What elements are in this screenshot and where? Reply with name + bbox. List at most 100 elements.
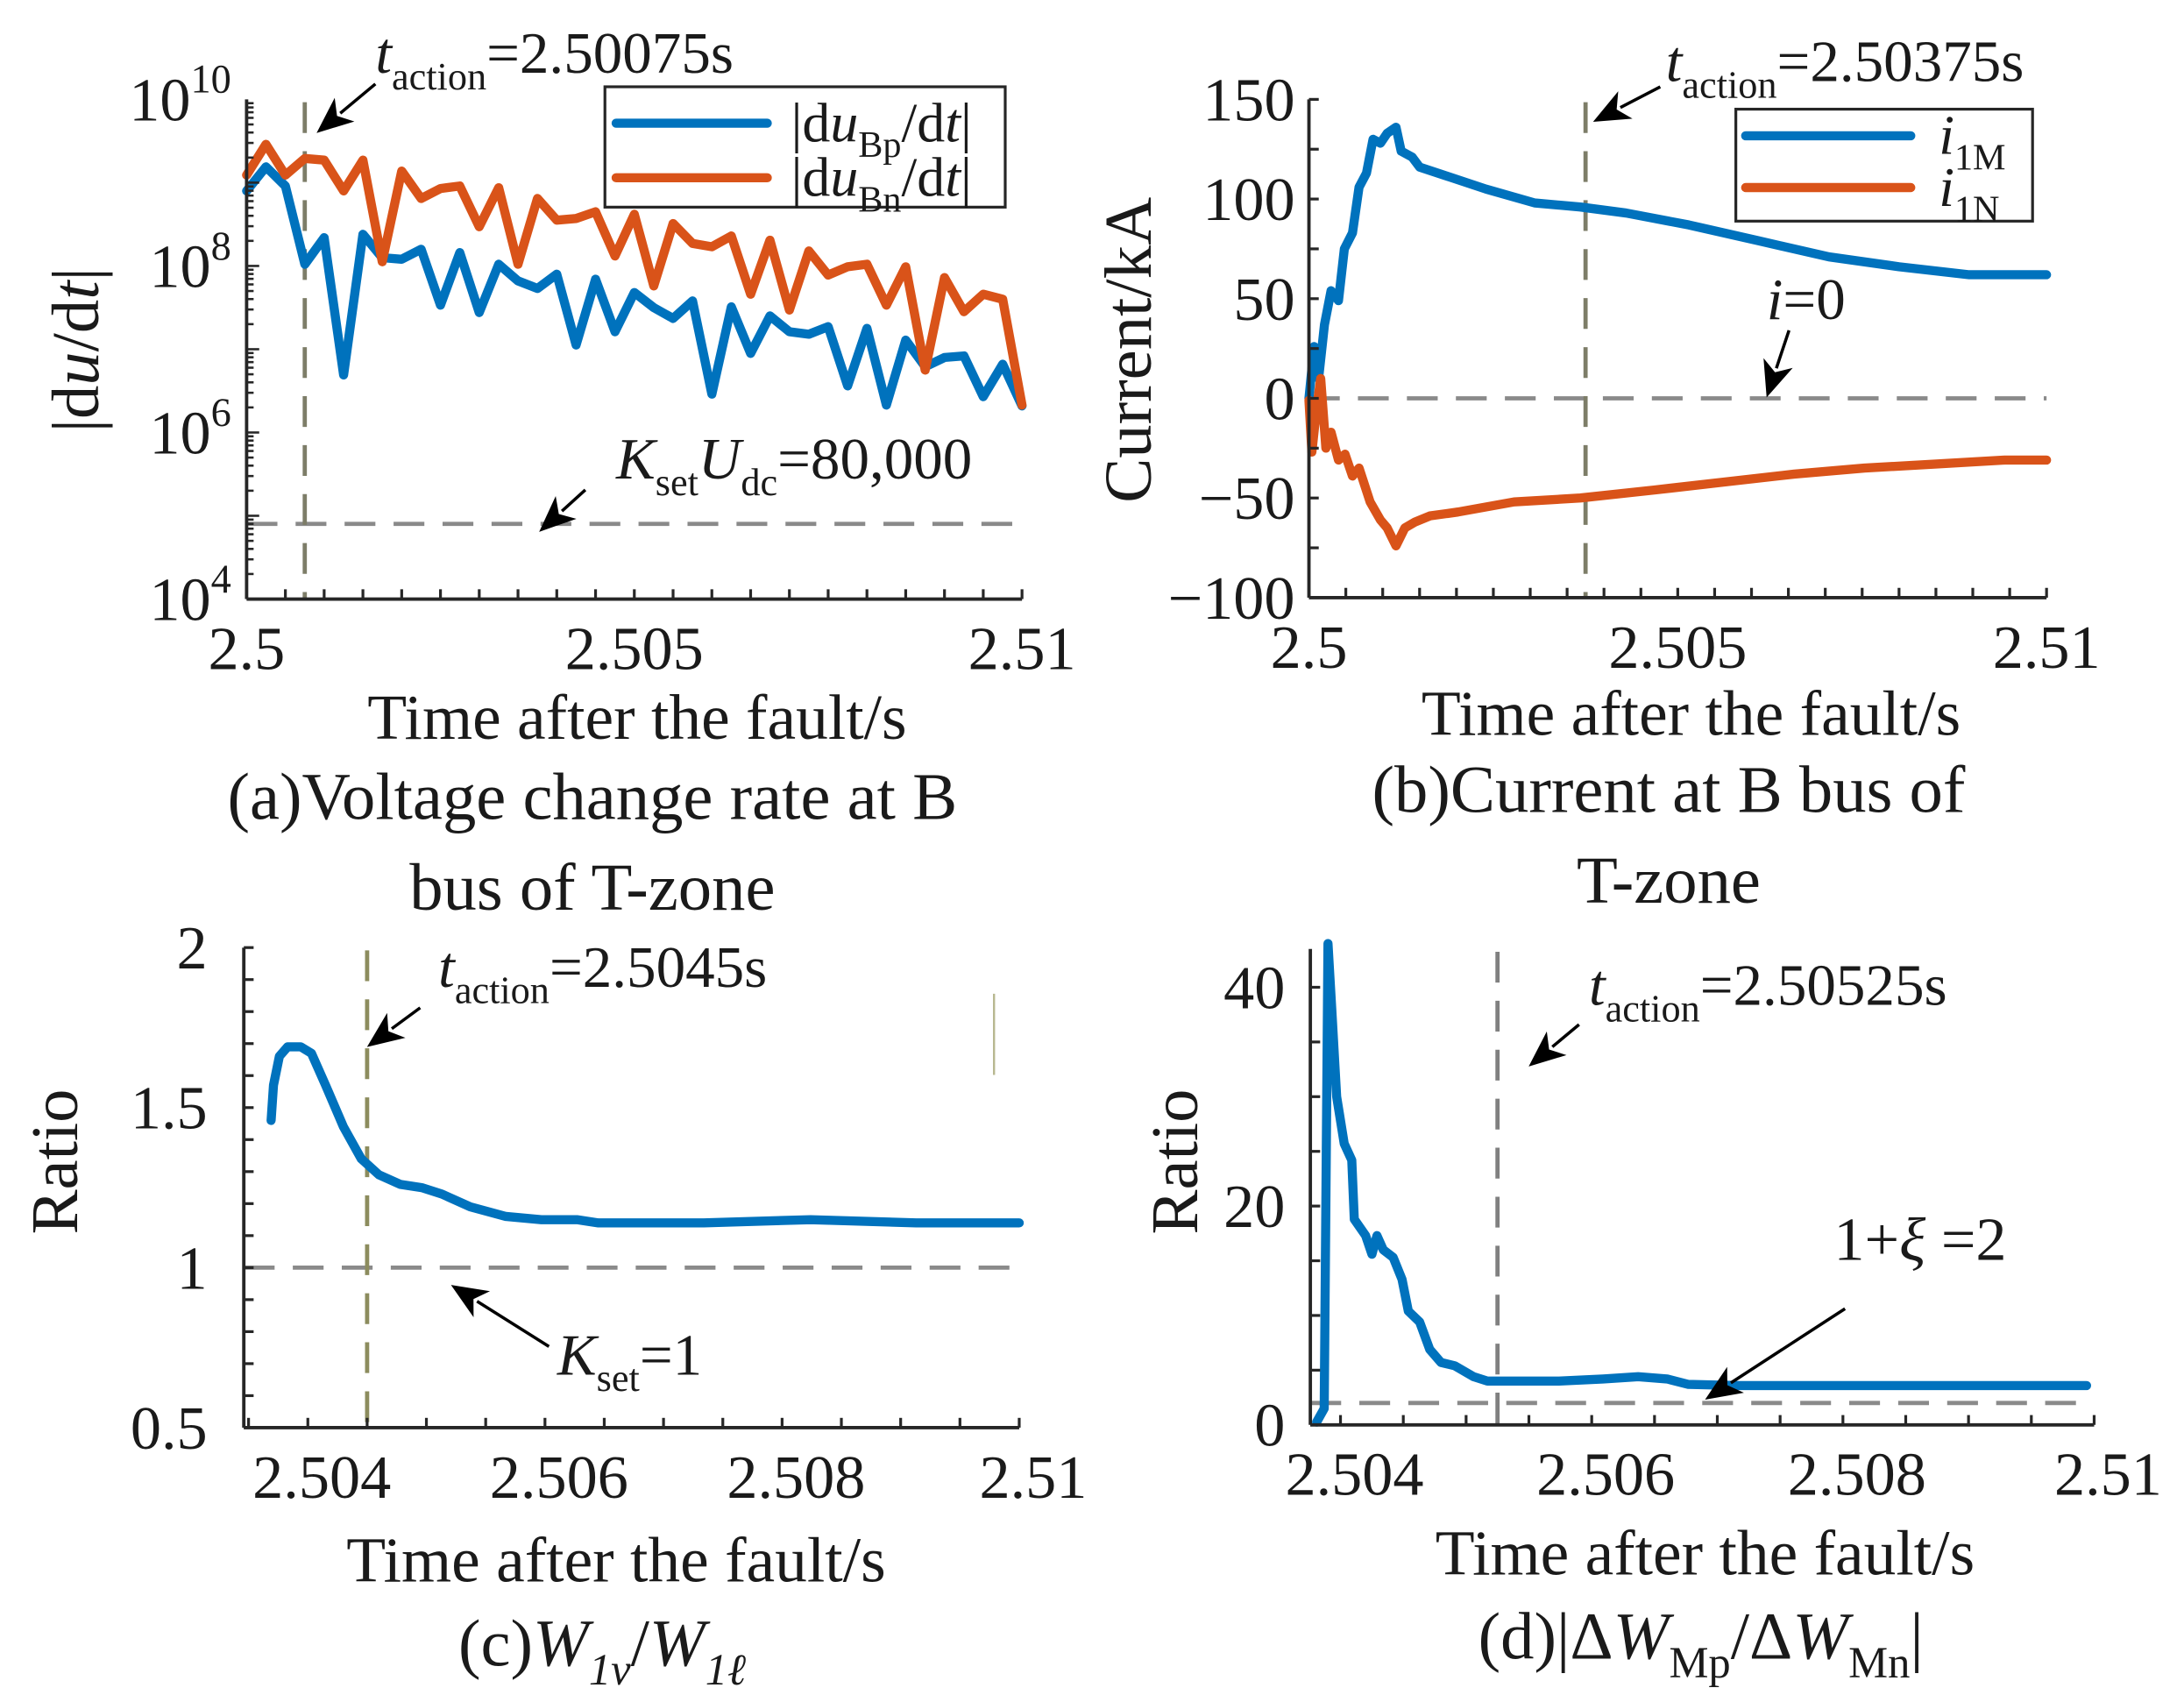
legend-label-part: u — [830, 146, 858, 209]
annotation-arrow-icon — [1763, 330, 1793, 398]
y-axis-label-part: Ratio — [1138, 1089, 1212, 1235]
annotation-label: i=0 — [1767, 266, 1846, 332]
y-tick-label-part: 1 — [177, 1234, 208, 1302]
x-tick-label: 2.506 — [490, 1443, 628, 1512]
series-line-0 — [1312, 939, 2092, 1427]
x-tick-label: 2.51 — [968, 614, 1076, 683]
annotation-label-part: K — [615, 426, 658, 492]
annotation-label-part: set — [597, 1357, 641, 1400]
y-tick-label-part: 0.5 — [131, 1394, 208, 1463]
x-tick-label: 2.5 — [1271, 613, 1348, 682]
y-axis-label: Ratio — [1138, 1089, 1212, 1235]
x-tick-label: 2.508 — [727, 1443, 865, 1512]
panel-caption: (b)Current at B bus of — [1372, 752, 1966, 826]
annotation-label-part: =0 — [1783, 266, 1845, 332]
y-tick-label-part: 4 — [211, 557, 231, 602]
y-tick-label: 20 — [1223, 1173, 1285, 1241]
y-tick-label: 104 — [149, 557, 230, 635]
y-tick-label-part: 8 — [211, 224, 231, 269]
y-tick-label-part: 100 — [1202, 166, 1294, 234]
legend-label-part: u — [830, 91, 858, 153]
legend-label-part: t — [945, 91, 962, 153]
annotation-label: 1+ξ =2 — [1833, 1205, 2006, 1273]
x-tick-label: 2.51 — [2054, 1441, 2162, 1509]
panel-caption-part: W — [533, 1606, 594, 1680]
arrow-shaft — [560, 488, 587, 513]
legend-label-part: Bn — [858, 179, 901, 220]
panel-caption-part: (d)|Δ — [1478, 1599, 1613, 1673]
legend-label: |duBp/dt| — [791, 91, 972, 166]
panel-d-delta-energy-ratio: 2.504 2.506 2.508 2.51 0 20 40 Time after the f… — [1138, 939, 2162, 1687]
y-tick-label: −100 — [1168, 564, 1295, 633]
annotation-arrow-icon — [450, 1285, 550, 1348]
series-line-1 — [242, 139, 1027, 410]
legend-label-part: i — [1939, 156, 1954, 218]
annotation-label: taction=2.50525s — [1589, 953, 1947, 1031]
arrow-head-icon — [316, 97, 355, 133]
y-tick-label-part: 10 — [149, 565, 210, 634]
series-line-1 — [1304, 373, 2052, 551]
panel-c-energy-ratio: 2.504 2.506 2.508 2.51 0.5 1 1.5 2 Time after th… — [18, 914, 1087, 1694]
legend-label: i1N — [1939, 156, 1999, 230]
y-tick-label-part: 1.5 — [131, 1074, 208, 1143]
panel-caption-part: Mn — [1848, 1638, 1910, 1687]
annotation-label: KsetUdc=80,000 — [615, 426, 972, 504]
annotation-label-part: ξ — [1899, 1205, 1926, 1273]
annotation-arrow-icon — [316, 82, 377, 133]
annotation-label-part: t — [438, 934, 456, 1000]
annotation-label-part: =2.50375s — [1777, 29, 2024, 95]
x-tick-label: 2.505 — [1608, 613, 1747, 682]
annotation-label-part: =80,000 — [777, 426, 972, 492]
y-tick-label: 0 — [1254, 1392, 1285, 1460]
y-tick-label: 0 — [1264, 365, 1294, 433]
annotation-arrow-icon — [1705, 1307, 1847, 1401]
annotation-label-part: =1 — [640, 1322, 702, 1387]
panel-caption: (c)W1v/W1ℓ — [458, 1606, 746, 1693]
legend-label-part: | — [961, 91, 972, 153]
series-line-0 — [266, 1042, 1025, 1228]
arrow-head-icon — [1528, 1031, 1567, 1067]
y-tick-label: 108 — [149, 224, 230, 301]
arrow-head-icon — [1705, 1366, 1744, 1401]
y-tick-label: 1 — [177, 1234, 208, 1302]
legend-label-part: Bp — [858, 124, 901, 166]
y-axis-label-part: t — [39, 280, 113, 300]
panel-caption: (d)|ΔWMp/ΔWMn| — [1478, 1599, 1924, 1686]
y-tick-label: 106 — [149, 391, 230, 468]
panel-caption: T-zone — [1577, 843, 1761, 918]
arrow-shaft — [339, 82, 377, 115]
annotation-label-part: action — [1682, 63, 1776, 106]
annotation-arrow-icon — [539, 488, 587, 532]
panel-caption: bus of T-zone — [409, 850, 775, 925]
legend-label-part: |d — [791, 146, 831, 209]
y-tick-label: 2 — [177, 914, 208, 982]
panel-caption-part: Mp — [1669, 1638, 1730, 1687]
annotation-label: taction=2.50075s — [375, 20, 734, 98]
panel-caption-part: /Δ — [1731, 1599, 1793, 1673]
panel-caption-part: (b)Current at B bus of — [1372, 752, 1966, 826]
y-tick-label: 50 — [1233, 266, 1294, 334]
annotation-label-part: U — [698, 426, 745, 492]
x-tick-label: 2.508 — [1788, 1441, 1926, 1509]
y-tick-label: 1.5 — [131, 1074, 208, 1143]
y-tick-label-part: 10 — [149, 399, 210, 467]
annotation-arrow-icon — [1528, 1023, 1580, 1067]
annotation-arrow-icon — [366, 1006, 422, 1047]
y-axis-label: Ratio — [18, 1089, 92, 1235]
legend-label-part: t — [945, 146, 962, 209]
annotation-label-part: set — [656, 461, 699, 504]
annotation-label-part: action — [455, 969, 550, 1012]
panel-caption-part: W — [649, 1606, 711, 1680]
y-tick-label-part: 10 — [149, 232, 210, 301]
x-tick-label: 2.51 — [1993, 613, 2101, 682]
annotation-label-part: action — [392, 55, 486, 98]
legend-label: |duBn/dt| — [791, 146, 972, 221]
annotation-label-part: t — [1666, 29, 1684, 95]
legend-label-part: | — [961, 146, 972, 209]
annotation-label: taction=2.50375s — [1666, 29, 2024, 107]
y-tick-label: 100 — [1202, 166, 1294, 234]
y-tick-label: 40 — [1223, 954, 1285, 1022]
y-tick-label: 0.5 — [131, 1394, 208, 1463]
